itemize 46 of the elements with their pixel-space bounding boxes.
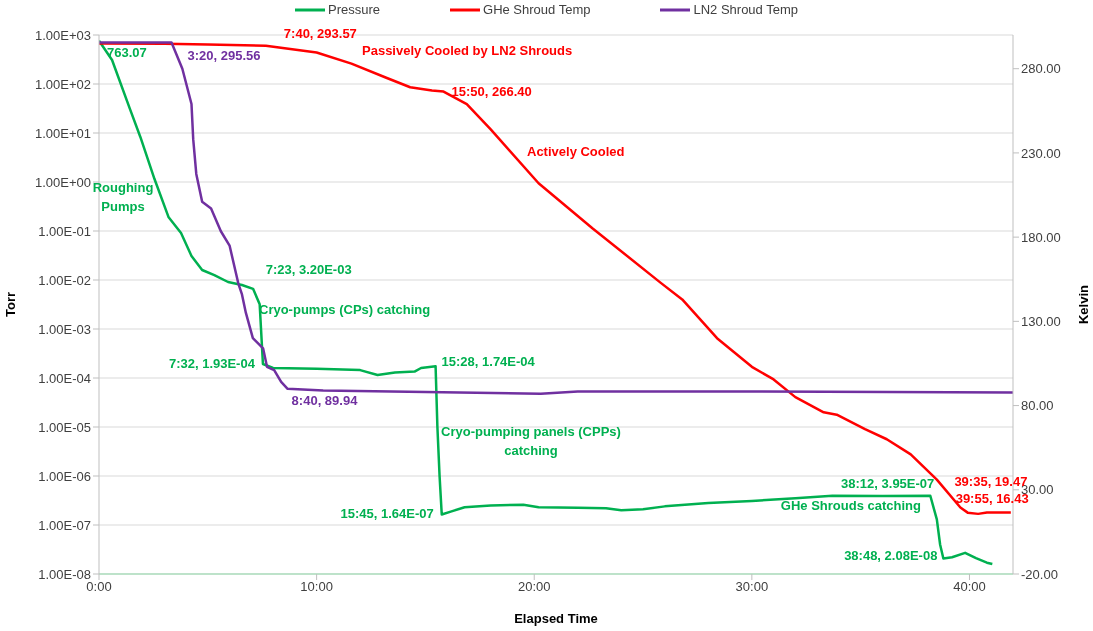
y2-tick-label: 130.00: [1021, 313, 1061, 329]
y2-tick-label: -20.00: [1021, 566, 1058, 582]
x-axis-title: Elapsed Time: [514, 611, 598, 626]
annotation: Actively Cooled: [527, 144, 625, 159]
data-label: 15:45, 1.64E-07: [340, 506, 434, 522]
y-tick-label: 1.00E-01: [38, 223, 91, 239]
y-tick-label: 1.00E-02: [38, 272, 91, 288]
y-tick-label: 1.00E-03: [38, 321, 91, 337]
data-label: 38:12, 3.95E-07: [841, 475, 935, 491]
y-tick-label: 1.00E+00: [34, 174, 91, 190]
annotation: Cryo-pumping panels (CPPs) catching: [441, 424, 621, 458]
x-tick-label: 10:00: [300, 579, 333, 595]
y2-tick-label: 80.00: [1021, 398, 1054, 414]
y2-axis-title: Kelvin: [1075, 284, 1091, 325]
data-label: 7:40, 293.57: [283, 25, 357, 41]
y-tick-label: 1.00E+03: [34, 27, 91, 43]
y-tick-label: 1.00E-04: [38, 370, 91, 386]
annotation: Passively Cooled by LN2 Shrouds: [362, 43, 573, 58]
annotation: GHe Shrouds catching: [780, 498, 922, 513]
data-label: 7:23, 3.20E-03: [265, 262, 352, 278]
data-label: 38:48, 2.08E-08: [844, 548, 938, 564]
y-tick-label: 1.00E+01: [34, 125, 91, 141]
data-label: 8:40, 89.94: [291, 392, 359, 408]
annotation: Roughing Pumps: [92, 180, 154, 214]
data-label: 15:50, 266.40: [451, 83, 532, 99]
data-label: 15:28, 1.74E-04: [441, 354, 536, 370]
x-tick-label: 40:00: [953, 579, 986, 595]
y-tick-label: 1.00E-06: [38, 468, 91, 484]
x-tick-label: 0:00: [86, 579, 112, 595]
legend-label: GHe Shroud Temp: [483, 2, 591, 17]
annotation: Cryo-pumps (CPs) catching: [259, 302, 431, 317]
y-tick-label: 1.00E-05: [38, 419, 91, 435]
x-tick-label: 20:00: [517, 579, 551, 595]
x-tick-label: 30:00: [735, 579, 769, 595]
legend-label: Pressure: [327, 2, 381, 17]
y-axis-title: Torr: [2, 291, 18, 318]
data-label: 3:20, 295.56: [187, 48, 261, 64]
data-label: 763.07: [107, 44, 147, 60]
y2-tick-label: 180.00: [1021, 229, 1061, 245]
y-tick-label: 1.00E+02: [34, 76, 91, 92]
y-tick-label: 1.00E-07: [38, 517, 91, 533]
y2-tick-label: 280.00: [1021, 61, 1061, 77]
legend-label: LN2 Shroud Temp: [693, 2, 798, 17]
y2-tick-label: 230.00: [1021, 145, 1061, 161]
y-tick-label: 1.00E-08: [38, 566, 91, 582]
data-label: 7:32, 1.93E-04: [168, 356, 256, 372]
